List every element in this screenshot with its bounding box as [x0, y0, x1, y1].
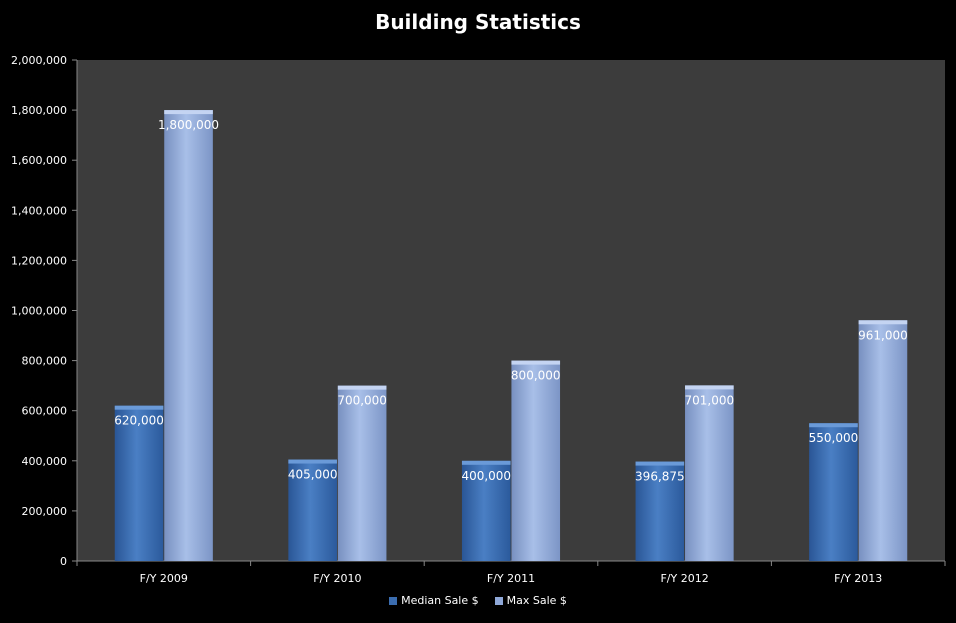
bar-top-highlight — [511, 360, 561, 365]
x-tick-label: F/Y 2010 — [313, 572, 361, 585]
bar-top-highlight — [114, 405, 164, 410]
legend-item-median-sale: Median Sale $ — [389, 594, 479, 607]
bar-top-highlight — [337, 385, 387, 390]
bar-top-highlight — [288, 459, 337, 464]
legend-swatch-median-sale — [389, 596, 398, 605]
bar-top-highlight — [635, 461, 685, 466]
legend-swatch-max-sale — [494, 596, 503, 605]
data-label: 1,800,000 — [158, 118, 219, 132]
y-tick-label: 2,000,000 — [11, 54, 67, 67]
data-label: 405,000 — [288, 468, 338, 482]
y-tick-label: 1,000,000 — [11, 305, 67, 318]
data-label: 800,000 — [511, 369, 561, 383]
x-tick-label: F/Y 2009 — [140, 572, 188, 585]
plot-area — [77, 60, 945, 561]
data-label: 620,000 — [114, 414, 164, 428]
data-label: 700,000 — [337, 394, 387, 408]
data-label: 400,000 — [461, 469, 511, 483]
y-tick-label: 600,000 — [22, 405, 68, 418]
bar-top-highlight — [858, 320, 908, 325]
x-tick-label: F/Y 2013 — [834, 572, 882, 585]
bar-median-sale — [288, 459, 337, 561]
x-tick-label: F/Y 2011 — [487, 572, 535, 585]
chart-title: Building Statistics — [375, 10, 581, 34]
data-label: 961,000 — [858, 328, 908, 342]
y-tick-label: 1,600,000 — [11, 154, 67, 167]
y-tick-label: 800,000 — [22, 355, 68, 368]
data-label: 701,000 — [685, 393, 735, 407]
bar-max-sale — [858, 320, 908, 561]
bar-max-sale — [164, 110, 213, 561]
bar-top-highlight — [164, 110, 213, 115]
data-label: 550,000 — [809, 431, 859, 445]
y-tick-label: 1,200,000 — [11, 254, 67, 267]
legend-label-max-sale: Max Sale $ — [506, 594, 567, 607]
y-tick-label: 1,800,000 — [11, 104, 67, 117]
x-tick-label: F/Y 2012 — [660, 572, 708, 585]
y-tick-label: 400,000 — [22, 455, 68, 468]
bar-top-highlight — [461, 460, 511, 465]
y-tick-label: 200,000 — [22, 505, 68, 518]
bar-median-sale — [809, 423, 858, 561]
bar-median-sale — [635, 461, 685, 561]
legend-item-max-sale: Max Sale $ — [494, 594, 567, 607]
bar-top-highlight — [685, 385, 734, 390]
y-tick-label: 1,400,000 — [11, 204, 67, 217]
bar-max-sale — [511, 360, 561, 561]
bar-max-sale — [337, 385, 387, 561]
legend: Median Sale $ Max Sale $ — [0, 594, 956, 607]
data-label: 396,875 — [635, 470, 685, 484]
legend-label-median-sale: Median Sale $ — [401, 594, 479, 607]
bar-median-sale — [461, 460, 511, 561]
bar-median-sale — [114, 405, 164, 561]
y-tick-label: 0 — [60, 555, 67, 568]
bar-max-sale — [685, 385, 734, 561]
bar-top-highlight — [809, 423, 858, 428]
